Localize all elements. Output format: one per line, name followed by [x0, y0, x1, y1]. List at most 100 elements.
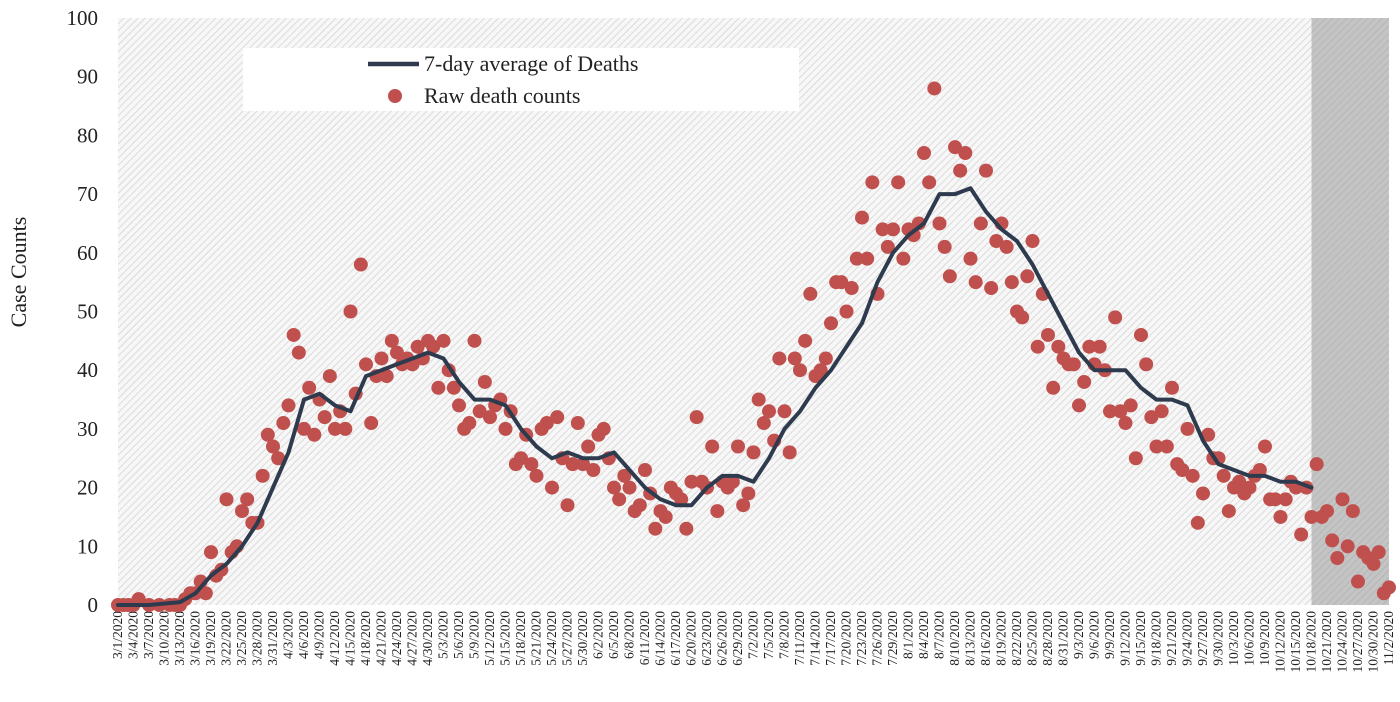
raw-death-point	[198, 586, 213, 601]
raw-death-point	[1335, 492, 1350, 507]
x-tick-label: 11/2/2020	[1381, 611, 1396, 666]
x-tick-label: 9/30/2020	[1211, 611, 1226, 666]
x-tick-label: 9/12/2020	[1118, 611, 1133, 666]
raw-death-point	[1190, 515, 1205, 530]
x-tick-label: 9/15/2020	[1133, 611, 1148, 666]
raw-death-point	[353, 257, 368, 272]
x-tick-label: 4/24/2020	[389, 611, 404, 666]
raw-death-point	[276, 416, 291, 431]
x-tick-label: 8/25/2020	[1025, 611, 1040, 666]
raw-death-point	[710, 504, 725, 519]
raw-death-point	[550, 410, 565, 425]
x-tick-label: 5/27/2020	[560, 611, 575, 666]
raw-death-point	[204, 545, 218, 560]
raw-death-point	[1196, 486, 1210, 501]
raw-death-point	[612, 492, 627, 507]
raw-death-point	[880, 239, 895, 254]
x-tick-label: 5/3/2020	[436, 611, 451, 659]
raw-death-point	[1294, 527, 1309, 542]
raw-death-point	[617, 468, 632, 483]
raw-death-point	[384, 333, 399, 348]
raw-death-point	[787, 351, 802, 366]
raw-death-point	[762, 404, 776, 419]
x-tick-label: 3/13/2020	[172, 611, 187, 666]
raw-death-point	[1134, 327, 1148, 342]
raw-death-point	[922, 175, 937, 190]
raw-death-point	[524, 457, 539, 472]
x-tick-label: 3/10/2020	[157, 611, 172, 666]
x-tick-label: 7/17/2020	[823, 611, 838, 666]
x-tick-label: 3/31/2020	[265, 611, 280, 666]
x-tick-label: 3/7/2020	[141, 611, 156, 659]
raw-death-point	[343, 304, 358, 319]
x-tick-label: 5/21/2020	[529, 611, 544, 666]
x-tick-label: 9/6/2020	[1087, 611, 1102, 659]
raw-death-point	[307, 427, 322, 442]
raw-death-point	[777, 404, 792, 419]
raw-death-point	[1077, 374, 1092, 389]
raw-death-point	[1242, 480, 1257, 495]
raw-death-point	[260, 427, 275, 442]
x-tick-label: 9/9/2020	[1102, 611, 1117, 659]
x-tick-label: 8/10/2020	[947, 611, 962, 666]
x-tick-label: 9/24/2020	[1180, 611, 1195, 666]
x-tick-label: 4/6/2020	[296, 611, 311, 659]
raw-death-point	[1072, 398, 1086, 413]
raw-death-point	[705, 439, 720, 454]
raw-death-point	[607, 480, 621, 495]
x-tick-label: 4/15/2020	[343, 611, 358, 666]
x-tick-label: 8/7/2020	[932, 611, 947, 659]
raw-death-point	[560, 498, 575, 513]
raw-death-point	[281, 398, 296, 413]
raw-death-point	[240, 492, 255, 507]
legend-box	[243, 48, 799, 111]
raw-death-point	[937, 239, 952, 254]
raw-death-point	[483, 410, 497, 425]
raw-death-point	[818, 351, 833, 366]
raw-death-point	[741, 486, 756, 501]
y-tick-label: 50	[77, 300, 98, 324]
x-tick-label: 4/9/2020	[312, 611, 327, 659]
raw-death-point	[684, 474, 699, 489]
x-tick-label: 3/1/2020	[110, 611, 125, 659]
raw-death-point	[1345, 504, 1360, 519]
raw-death-point	[999, 239, 1014, 254]
x-tick-label: 8/19/2020	[994, 611, 1009, 666]
raw-death-point	[756, 416, 771, 431]
raw-death-point	[803, 286, 818, 301]
raw-death-point	[648, 521, 663, 536]
raw-death-point	[948, 140, 962, 155]
x-tick-label: 3/28/2020	[250, 611, 265, 666]
x-tick-label: 10/30/2020	[1366, 611, 1381, 673]
x-tick-label: 10/27/2020	[1350, 611, 1365, 673]
raw-death-point	[514, 451, 528, 466]
raw-death-point	[1340, 539, 1355, 554]
raw-death-point	[989, 234, 1004, 249]
raw-death-point	[1232, 474, 1247, 489]
raw-death-point	[1201, 427, 1216, 442]
raw-death-point	[255, 468, 270, 483]
raw-death-point	[798, 333, 813, 348]
raw-death-point	[1004, 275, 1019, 290]
raw-death-point	[834, 275, 849, 290]
x-tick-label: 8/22/2020	[1009, 611, 1024, 666]
raw-death-point	[1066, 357, 1081, 372]
x-tick-label: 9/21/2020	[1164, 611, 1179, 666]
x-tick-label: 6/14/2020	[653, 611, 668, 666]
raw-death-point	[1175, 462, 1190, 477]
raw-death-point	[984, 281, 999, 296]
raw-death-point	[219, 492, 234, 507]
x-tick-label: 10/6/2020	[1242, 611, 1257, 666]
x-tick-label: 7/11/2020	[792, 611, 807, 666]
raw-death-point	[1268, 492, 1283, 507]
y-tick-label: 30	[77, 417, 98, 441]
plot-background	[118, 18, 1389, 605]
raw-death-point	[638, 462, 652, 477]
x-tick-label: 10/15/2020	[1288, 611, 1303, 673]
raw-death-point	[979, 163, 993, 178]
raw-death-point	[932, 216, 947, 231]
raw-death-point	[731, 439, 745, 454]
raw-death-point	[472, 404, 487, 419]
raw-death-point	[679, 521, 694, 536]
